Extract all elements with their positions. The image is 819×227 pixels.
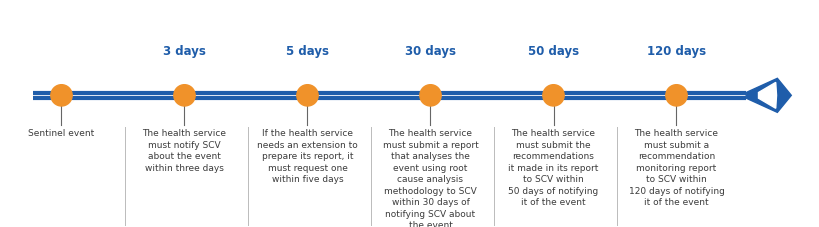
Text: 5 days: 5 days	[286, 45, 328, 58]
Text: Sentinel event: Sentinel event	[29, 129, 94, 138]
Text: If the health service
needs an extension to
prepare its report, it
must request : If the health service needs an extension…	[257, 129, 357, 184]
Text: The health service
must submit the
recommendations
it made in its report
to SCV : The health service must submit the recom…	[508, 129, 598, 207]
Ellipse shape	[296, 85, 318, 106]
Ellipse shape	[419, 85, 441, 106]
Ellipse shape	[174, 85, 195, 106]
Text: The health service
must notify SCV
about the event
within three days: The health service must notify SCV about…	[143, 129, 226, 173]
Ellipse shape	[542, 85, 563, 106]
Polygon shape	[745, 78, 790, 112]
Text: 120 days: 120 days	[646, 45, 705, 58]
Polygon shape	[758, 82, 776, 108]
Text: 50 days: 50 days	[527, 45, 578, 58]
Text: The health service
must submit a report
that analyses the
event using root
cause: The health service must submit a report …	[382, 129, 477, 227]
Text: The health service
must submit a
recommendation
monitoring report
to SCV within
: The health service must submit a recomme…	[628, 129, 723, 207]
Text: 30 days: 30 days	[405, 45, 455, 58]
Ellipse shape	[51, 85, 72, 106]
Text: 3 days: 3 days	[163, 45, 206, 58]
Ellipse shape	[665, 85, 686, 106]
